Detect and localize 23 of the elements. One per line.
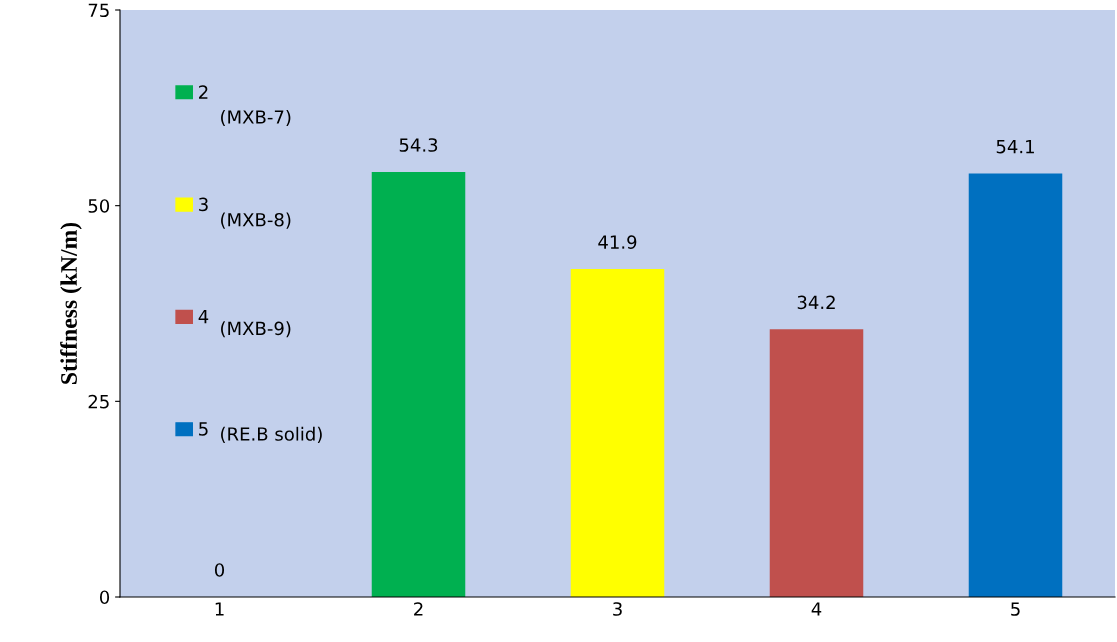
y-tick-label: 50: [88, 199, 110, 213]
legend-label: 5: [199, 422, 208, 436]
data-label: 0: [214, 563, 225, 577]
y-tick-label: 75: [88, 3, 109, 18]
legend-label: 4: [198, 310, 209, 324]
legend-label: 2: [199, 85, 208, 99]
y-tick-label: 0: [99, 590, 110, 605]
x-tick-label: 5: [1011, 602, 1020, 616]
x-tick-label: 2: [414, 602, 423, 616]
y-axis-title: Stiffness (kN/m): [60, 222, 82, 384]
data-label: 41.9: [598, 235, 637, 249]
x-tick-label: 1: [215, 602, 224, 616]
data-label: 54.1: [996, 139, 1034, 154]
legend-label: 3: [199, 197, 208, 212]
annotation: (MXB-9): [221, 321, 291, 338]
data-label: 54.3: [399, 138, 438, 152]
data-label: 34.2: [797, 295, 835, 310]
annotation: (MXB-7): [221, 109, 291, 126]
y-tick-label: 25: [88, 394, 109, 409]
x-tick-label: 4: [811, 602, 822, 616]
annotation: (RE.B solid): [221, 426, 322, 443]
x-tick-label: 3: [613, 602, 622, 616]
annotation: (MXB-8): [221, 212, 291, 229]
